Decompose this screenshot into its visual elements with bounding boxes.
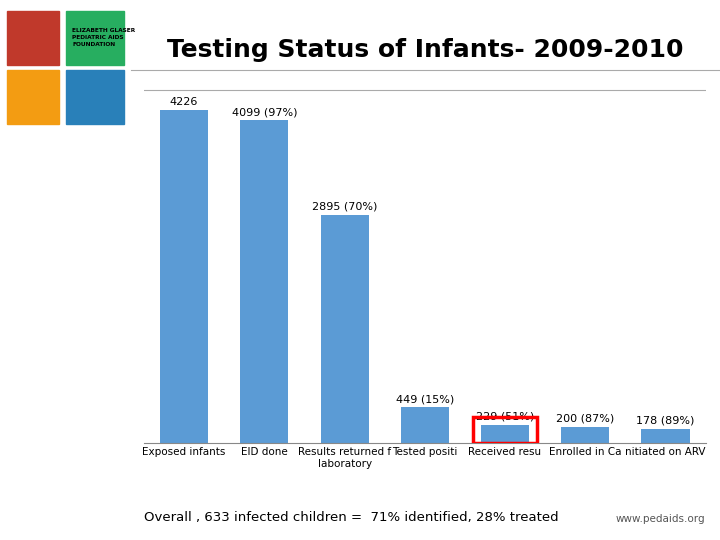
Bar (6, 11, 59, 65)
Bar (320, 215, 369, 443)
Text: ELIZABETH GLASER
PEDIATRIC AIDS
FOUNDATION: ELIZABETH GLASER PEDIATRIC AIDS FOUNDATI… (72, 28, 135, 48)
Bar (160, 110, 208, 443)
Bar (642, 429, 690, 443)
Text: 4226: 4226 (170, 97, 198, 107)
Bar (66, 70, 125, 124)
Text: 178 (89%): 178 (89%) (636, 416, 695, 426)
Bar (401, 408, 449, 443)
Bar (561, 427, 609, 443)
Bar (481, 425, 529, 443)
Text: 2895 (70%): 2895 (70%) (312, 202, 377, 212)
Bar (240, 120, 289, 443)
Bar (66, 11, 125, 65)
Text: 4099 (97%): 4099 (97%) (232, 107, 297, 117)
Text: Testing Status of Infants- 2009-2010: Testing Status of Infants- 2009-2010 (166, 38, 683, 62)
Bar (6, 70, 59, 124)
Text: 229 (51%): 229 (51%) (476, 411, 534, 422)
Text: 200 (87%): 200 (87%) (556, 414, 614, 424)
Text: www.pedaids.org: www.pedaids.org (616, 514, 706, 524)
Text: Overall , 633 infected children =  71% identified, 28% treated: Overall , 633 infected children = 71% id… (144, 511, 559, 524)
Text: 449 (15%): 449 (15%) (396, 394, 454, 404)
